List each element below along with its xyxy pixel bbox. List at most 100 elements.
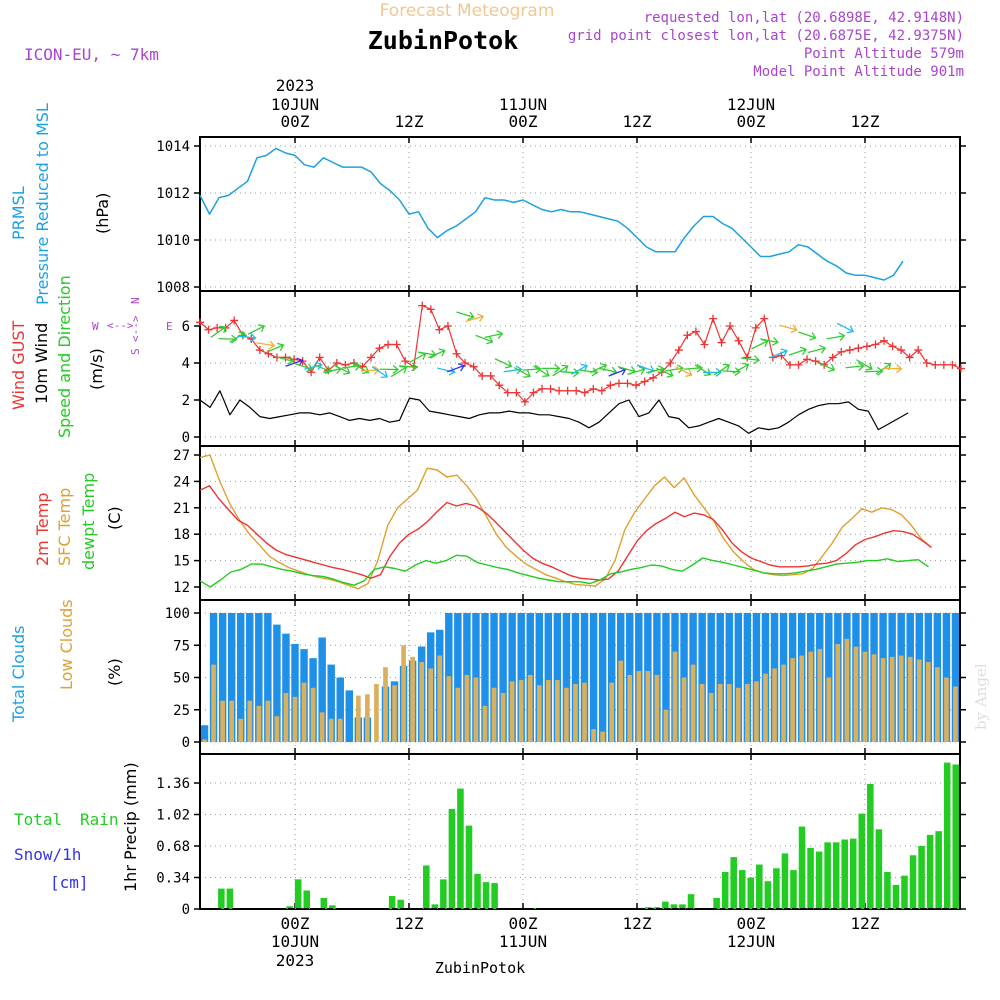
gust-marker	[914, 346, 923, 355]
precip-bar	[226, 888, 234, 909]
wind-arrow-shape	[769, 348, 788, 359]
wind-arrow	[437, 366, 456, 376]
pressure-unit-label: (hPa)	[93, 193, 112, 234]
precip-bar	[798, 826, 806, 909]
total-cloud-bar	[725, 613, 734, 742]
gust-line	[199, 305, 962, 403]
low-cloud-bar	[763, 673, 768, 742]
total-cloud-bar	[227, 613, 236, 742]
precip-bar	[918, 846, 925, 909]
total-cloud-bar	[589, 613, 598, 742]
precip-bar	[756, 864, 763, 909]
time-label-l2: 10JUN	[271, 95, 319, 114]
precip-bar	[713, 897, 720, 909]
wind-arrow	[836, 322, 855, 334]
temp-unit-label: (C)	[105, 506, 124, 530]
wind-arrow	[579, 367, 599, 377]
point-altitude: Point Altitude 579m	[804, 46, 964, 62]
wind-arrow-shape	[247, 324, 266, 335]
wind-arrow-shape	[266, 342, 285, 353]
low-cloud-bar	[410, 656, 415, 742]
gust-marker	[580, 388, 589, 397]
gust-marker	[649, 373, 658, 382]
wind-arrow	[237, 332, 257, 342]
gust-marker	[401, 357, 410, 366]
gust-marker	[854, 344, 863, 353]
wind-arrow-shape	[437, 366, 456, 376]
precip-bar	[388, 896, 396, 909]
y-tick-label: 1.36	[156, 776, 190, 792]
gust-marker	[418, 301, 427, 310]
y-tick-label: 1014	[156, 139, 190, 155]
gust-marker	[213, 323, 222, 332]
total-cloud-bar	[517, 613, 525, 742]
low-cloud-bar	[880, 658, 886, 742]
total-cloud-bar	[607, 613, 616, 742]
precip-bar	[858, 813, 866, 909]
wind-arrow	[247, 324, 266, 335]
wind-arrow-shape	[275, 355, 295, 365]
low-cloud-bar	[790, 658, 795, 742]
precip-bar	[294, 879, 302, 909]
wind-arrow	[788, 346, 808, 356]
gust-marker	[803, 355, 812, 364]
precip-bar	[286, 906, 293, 909]
wind-arrow	[807, 344, 827, 354]
total-cloud-bar	[255, 613, 263, 742]
low-cloud-bar	[356, 695, 361, 742]
time-label-l3: 12Z	[623, 112, 652, 131]
prmsl-line	[199, 147, 904, 281]
gust-marker	[751, 323, 760, 332]
closest-coords: grid point closest lon,lat (20.6875E, 42…	[568, 28, 964, 44]
low-cloud-bar	[681, 677, 687, 742]
wind-arrow-shape	[229, 331, 246, 343]
low-cloud-bar	[953, 686, 958, 742]
low-cloud-bar	[654, 674, 660, 742]
wind-arrow-shape	[379, 364, 400, 374]
low-cloud-bar	[419, 662, 424, 742]
wind-arrow-shape	[646, 365, 665, 375]
y-tick-label: 4	[182, 356, 190, 372]
low-cloud-bar	[672, 651, 678, 742]
gust-marker	[700, 340, 709, 349]
low-cloud-bar	[555, 680, 560, 742]
wind-arrow	[210, 325, 227, 338]
gust-marker	[743, 353, 752, 362]
y-tick-label: 0	[182, 430, 190, 446]
y-tick-label: 24	[173, 474, 190, 490]
gust-marker	[760, 314, 769, 323]
top-time-label: 12Z	[395, 112, 424, 131]
gust-marker	[520, 397, 529, 406]
y-tick-label: 100	[165, 606, 190, 622]
wind-arrow	[275, 355, 295, 365]
low-cloud-bar	[265, 700, 271, 742]
wind-arrow-shape	[398, 362, 419, 372]
precip-bar	[329, 905, 336, 909]
total-cloud-bar	[454, 613, 462, 742]
gust-marker	[632, 381, 641, 390]
precip-bar	[815, 851, 823, 909]
time-label-l3: 12Z	[851, 112, 880, 131]
gust-marker	[563, 386, 572, 395]
total-cloud-bar	[580, 613, 589, 742]
total-cloud-bar	[282, 633, 290, 742]
wind-arrow	[398, 362, 419, 372]
gust-marker	[845, 346, 854, 355]
snow-label: Snow/1h	[14, 845, 81, 864]
wind-arrow-shape	[732, 362, 750, 374]
low-cloud-bar	[916, 659, 922, 742]
wind-arrow	[313, 364, 332, 375]
precip-bar	[790, 870, 797, 909]
wind-arrow-shape	[788, 346, 808, 356]
gust-marker	[555, 386, 564, 395]
total-cloud-bar	[707, 613, 715, 742]
low-cloud-bar	[527, 674, 533, 742]
precip-bar	[849, 838, 857, 909]
wind-arrow-shape	[304, 361, 323, 371]
total-cloud-bar	[698, 613, 706, 742]
wind-arrow	[740, 355, 760, 365]
low-cloud-bar	[926, 662, 931, 742]
compass-arrows: <-->	[107, 319, 134, 332]
